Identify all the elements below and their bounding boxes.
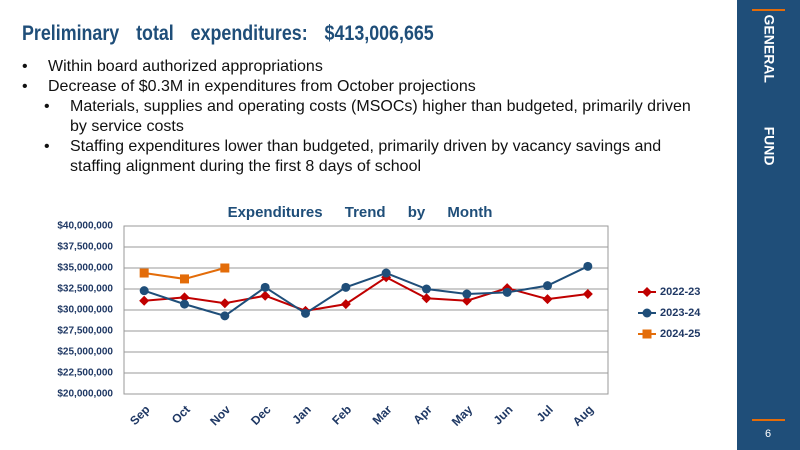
marker <box>341 282 351 292</box>
x-tick-label: Jun <box>491 402 516 427</box>
y-tick-label: $25,000,000 <box>57 347 113 358</box>
marker <box>542 294 553 305</box>
marker <box>180 274 189 284</box>
y-tick-label: $35,000,000 <box>57 263 113 274</box>
legend-label: 2024-25 <box>660 328 700 340</box>
y-tick-label: $32,500,000 <box>57 284 113 295</box>
sub-bullet: Staffing expenditures lower than budgete… <box>22 137 712 177</box>
marker <box>260 290 271 301</box>
y-tick-label: $27,500,000 <box>57 326 113 337</box>
page-number: 6 <box>765 428 771 440</box>
bullet: Within board authorized appropriations <box>22 57 712 77</box>
marker <box>381 268 391 278</box>
marker <box>502 287 512 297</box>
x-tick-label: Jan <box>289 402 314 427</box>
marker <box>583 261 593 271</box>
y-tick-label: $40,000,000 <box>57 221 113 232</box>
y-tick-label: $30,000,000 <box>57 305 113 316</box>
sub-bullet: Materials, supplies and operating costs … <box>22 97 712 137</box>
marker <box>179 292 190 303</box>
marker <box>642 329 652 339</box>
x-tick-label: Aug <box>570 402 596 428</box>
marker <box>642 308 652 318</box>
marker <box>642 287 652 297</box>
x-tick-label: Oct <box>169 402 193 426</box>
marker <box>421 293 432 304</box>
marker <box>139 295 150 306</box>
sidebar-label: GENERAL FUND <box>761 15 777 166</box>
marker <box>219 298 230 309</box>
marker <box>180 299 189 309</box>
y-tick-label: $22,500,000 <box>57 368 113 379</box>
x-tick-label: Nov <box>207 402 233 428</box>
marker <box>462 289 472 299</box>
x-tick-label: Mar <box>370 402 395 427</box>
legend-label: 2023-24 <box>660 307 701 319</box>
marker <box>340 299 351 310</box>
legend-label: 2022-23 <box>660 286 700 298</box>
x-tick-label: Jul <box>534 402 556 424</box>
chart-title: Expenditures Trend by Month <box>228 204 493 221</box>
x-tick-label: May <box>449 402 476 429</box>
plot-frame <box>123 225 609 395</box>
marker <box>139 286 149 296</box>
marker <box>582 289 593 300</box>
x-tick-label: Dec <box>248 402 274 428</box>
y-tick-label: $37,500,000 <box>57 242 113 253</box>
marker <box>301 308 310 318</box>
series-line <box>143 265 589 317</box>
series-line <box>144 276 588 312</box>
marker <box>220 263 230 273</box>
x-tick-label: Apr <box>410 402 435 427</box>
marker <box>422 284 431 294</box>
sidebar <box>737 0 800 450</box>
slide-title: Preliminary total expenditures: $413,006… <box>22 22 434 45</box>
x-tick-label: Feb <box>329 402 354 427</box>
marker <box>461 295 472 306</box>
marker <box>260 282 270 292</box>
marker <box>543 281 552 291</box>
x-tick-label: Sep <box>127 402 152 427</box>
y-tick-label: $20,000,000 <box>57 389 113 400</box>
bullet-list: Within board authorized appropriationsDe… <box>22 57 712 177</box>
marker <box>220 311 230 321</box>
marker <box>139 268 149 278</box>
bullet: Decrease of $0.3M in expenditures from O… <box>22 77 712 97</box>
